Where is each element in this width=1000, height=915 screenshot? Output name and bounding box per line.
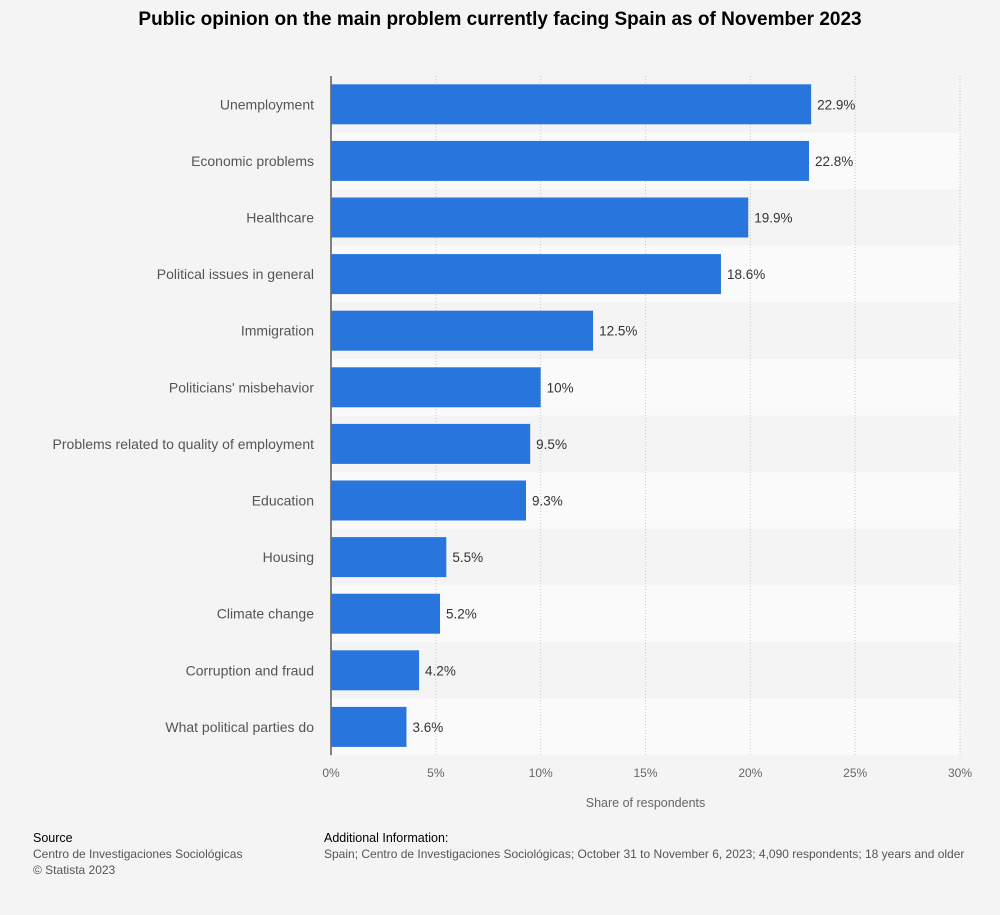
bar bbox=[331, 650, 420, 691]
bar bbox=[331, 197, 749, 238]
x-axis-title: Share of respondents bbox=[586, 796, 706, 810]
bar bbox=[331, 84, 812, 125]
category-label: Economic problems bbox=[191, 153, 314, 169]
chart-title: Public opinion on the main problem curre… bbox=[138, 9, 862, 30]
value-label: 3.6% bbox=[412, 720, 443, 735]
value-label: 22.9% bbox=[817, 97, 855, 112]
bar-chart: 0% 5% 10% 15% 20% 25% 30% Unemployment 22.9% Econ… bbox=[53, 76, 972, 810]
bar bbox=[331, 140, 810, 181]
value-label: 10% bbox=[547, 380, 574, 395]
value-label: 9.5% bbox=[536, 437, 567, 452]
x-tick-label: 0% bbox=[322, 766, 340, 780]
value-label: 19.9% bbox=[754, 211, 792, 226]
value-label: 12.5% bbox=[599, 324, 637, 339]
x-tick-label: 30% bbox=[948, 766, 972, 780]
source-heading: Source bbox=[33, 831, 73, 845]
category-label: Politicians' misbehavior bbox=[169, 379, 314, 395]
bar bbox=[331, 706, 407, 747]
source-block: Source Centro de Investigaciones Socioló… bbox=[33, 830, 242, 878]
category-label: Political issues in general bbox=[157, 266, 314, 282]
category-label: Problems related to quality of employmen… bbox=[53, 436, 315, 452]
category-label: Unemployment bbox=[220, 96, 314, 112]
category-label: Corruption and fraud bbox=[186, 662, 314, 678]
value-label: 4.2% bbox=[425, 663, 456, 678]
category-label: Climate change bbox=[217, 606, 314, 622]
value-label: 22.8% bbox=[815, 154, 853, 169]
copyright-text: © Statista 2023 bbox=[33, 863, 116, 877]
additional-info-text: Spain; Centro de Investigaciones Socioló… bbox=[324, 847, 965, 861]
x-tick-label: 20% bbox=[738, 766, 762, 780]
value-label: 18.6% bbox=[727, 267, 765, 282]
category-label: Education bbox=[252, 493, 314, 509]
additional-info-block: Additional Information: Spain; Centro de… bbox=[324, 830, 964, 862]
x-tick-label: 5% bbox=[427, 766, 445, 780]
bar bbox=[331, 310, 594, 351]
x-tick-label: 25% bbox=[843, 766, 867, 780]
source-text: Centro de Investigaciones Sociológicas bbox=[33, 847, 243, 861]
x-tick-label: 15% bbox=[633, 766, 657, 780]
bar bbox=[331, 537, 447, 578]
bar bbox=[331, 593, 441, 634]
category-label: Immigration bbox=[241, 323, 314, 339]
bar bbox=[331, 367, 541, 408]
bar bbox=[331, 254, 721, 295]
value-label: 9.3% bbox=[532, 494, 563, 509]
x-tick-label: 10% bbox=[529, 766, 553, 780]
category-label: What political parties do bbox=[165, 719, 314, 735]
bar bbox=[331, 423, 531, 464]
bar bbox=[331, 480, 526, 521]
value-label: 5.5% bbox=[452, 550, 483, 565]
category-label: Housing bbox=[263, 549, 314, 565]
category-label: Healthcare bbox=[246, 210, 314, 226]
additional-info-heading: Additional Information: bbox=[324, 831, 449, 845]
value-label: 5.2% bbox=[446, 607, 477, 622]
